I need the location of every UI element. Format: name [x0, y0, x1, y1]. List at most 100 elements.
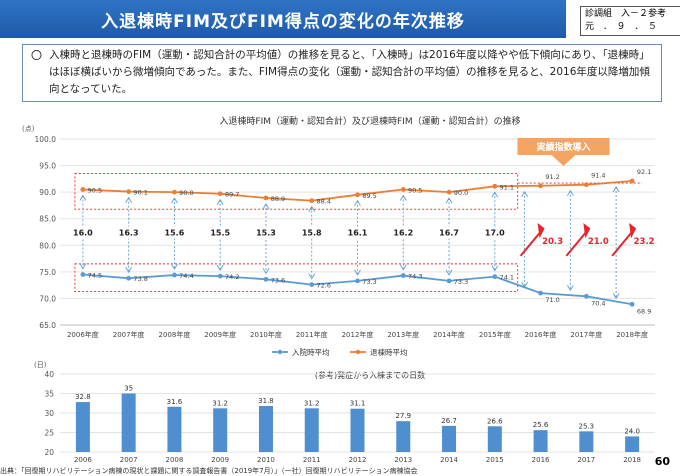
discharge-point: [446, 189, 452, 195]
bar-y-tick-label: 30: [44, 409, 54, 418]
admission-value-label: 73.3: [362, 278, 376, 286]
line-x-tick-label: 2007年度: [113, 330, 145, 339]
line-x-tick-label: 2016年度: [525, 330, 557, 339]
callout-text: 実績指数導入: [536, 141, 590, 153]
difference-arrow-head: [445, 269, 453, 276]
difference-label: 16.7: [439, 229, 459, 238]
difference-arrow-head: [79, 263, 87, 270]
line-x-tick-label: 2009年度: [204, 330, 236, 339]
line-y-tick-label: 90.0: [39, 188, 56, 197]
bar: [625, 436, 640, 452]
discharge-point: [400, 187, 406, 192]
difference-label-bg: [208, 226, 233, 239]
difference-arrow-head: [125, 196, 133, 203]
line-y-tick-label: 70.0: [39, 294, 56, 303]
bar-x-tick-label: 2009: [211, 456, 229, 464]
admission-value-label: 71.0: [545, 296, 559, 304]
admission-point: [80, 272, 86, 277]
discharge-point: [309, 198, 315, 204]
discharge-point: [492, 183, 498, 189]
legend-swatch-marker: [277, 349, 283, 355]
bar-y-tick-label: 20: [44, 448, 54, 457]
admission-value-label: 74.1: [500, 274, 514, 282]
source-note: 出典：「回復期リハビリテーション病棟の現状と課題に関する調査報告書（2019年7…: [0, 467, 418, 475]
difference-arrow-head: [354, 269, 361, 276]
difference-arrow-head: [399, 264, 407, 271]
difference-label-bg: [391, 226, 416, 239]
increase-arrow-head: [537, 223, 545, 239]
line-x-tick-label: 2006年度: [67, 330, 99, 339]
bar: [121, 393, 136, 452]
difference-label: 15.5: [210, 229, 230, 238]
bar-x-tick-label: 2006: [74, 456, 92, 464]
line-x-tick-label: 2014年度: [433, 330, 465, 339]
discharge-value-label: 89.5: [362, 192, 376, 200]
difference-label-bg: [253, 226, 278, 239]
discharge-point: [629, 178, 635, 184]
admission-point: [309, 282, 315, 288]
difference-label-bg: [162, 226, 187, 239]
difference-label: 16.0: [73, 229, 93, 238]
difference-arrow-head: [308, 205, 316, 212]
increase-arrow-head: [583, 223, 591, 239]
discharge-value-label: 88.9: [271, 195, 285, 203]
difference-label: 17.0: [485, 229, 505, 238]
difference-label-bg: [437, 226, 462, 239]
admission-point: [492, 274, 498, 280]
bar-x-tick-label: 2014: [440, 456, 458, 464]
increase-arrow: [519, 228, 544, 257]
admission-point: [400, 273, 406, 278]
admission-value-label: 74.3: [408, 273, 422, 281]
bar: [350, 408, 365, 452]
admission-value-label: 72.6: [316, 282, 330, 290]
line-x-tick-label: 2015年度: [479, 330, 511, 339]
discharge-point: [126, 189, 132, 195]
bar-value-label: 31.8: [258, 397, 274, 405]
bar: [304, 408, 319, 452]
bar: [75, 402, 90, 452]
admission-value-label: 74.2: [225, 273, 239, 281]
bar: [442, 425, 457, 452]
line-y-tick-label: 75.0: [39, 268, 56, 277]
admission-point: [446, 278, 452, 284]
bar-value-label: 26.7: [441, 417, 457, 425]
difference-label: 20.3: [542, 237, 563, 247]
bar-x-tick-label: 2016: [532, 456, 550, 464]
increase-arrow: [565, 228, 590, 257]
discharge-value-label: 88.4: [316, 198, 330, 206]
bar: [487, 426, 502, 452]
difference-label: 15.3: [256, 229, 276, 238]
difference-label-bg: [345, 226, 370, 239]
difference-arrow-head: [612, 293, 620, 300]
difference-arrow-head: [445, 197, 453, 204]
bar-chart-title: (参考)発症から入棟までの日数: [315, 370, 425, 380]
discharge-value-label: 90.5: [408, 186, 422, 194]
reference-line-1: 診調組 入－２参考: [585, 9, 667, 19]
page-title: 入退棟時FIM及びFIM得点の変化の年次推移: [101, 11, 465, 32]
discharge-point: [355, 192, 360, 198]
bar-value-label: 24.0: [624, 427, 640, 435]
legend-swatch-marker: [355, 349, 361, 355]
admission-value-label: 74.4: [179, 272, 193, 280]
line-x-tick-label: 2008年度: [159, 330, 191, 339]
bar-x-tick-label: 2011: [303, 456, 321, 464]
discharge-value-label: 89.7: [225, 191, 239, 199]
line-x-tick-label: 2018年度: [616, 330, 648, 339]
bar-x-tick-label: 2010: [257, 456, 275, 464]
bar-x-tick-label: 2018: [623, 456, 641, 464]
difference-label: 15.8: [302, 229, 322, 238]
reference-box: 診調組 入－２参考 元 ． ９ ． ５: [580, 6, 680, 36]
difference-arrow-head: [171, 263, 178, 270]
difference-arrow-head: [216, 264, 224, 271]
bar-value-label: 35: [124, 385, 133, 393]
discharge-point: [217, 191, 223, 197]
bar-x-tick-label: 2007: [120, 456, 138, 464]
bar: [533, 430, 548, 452]
bar-value-label: 31.2: [304, 399, 320, 407]
line-x-tick-label: 2017年度: [570, 330, 602, 339]
bar-value-label: 31.6: [167, 398, 183, 406]
admission-point: [538, 290, 543, 296]
difference-arrow-head: [612, 186, 620, 193]
admission-point: [172, 272, 177, 278]
